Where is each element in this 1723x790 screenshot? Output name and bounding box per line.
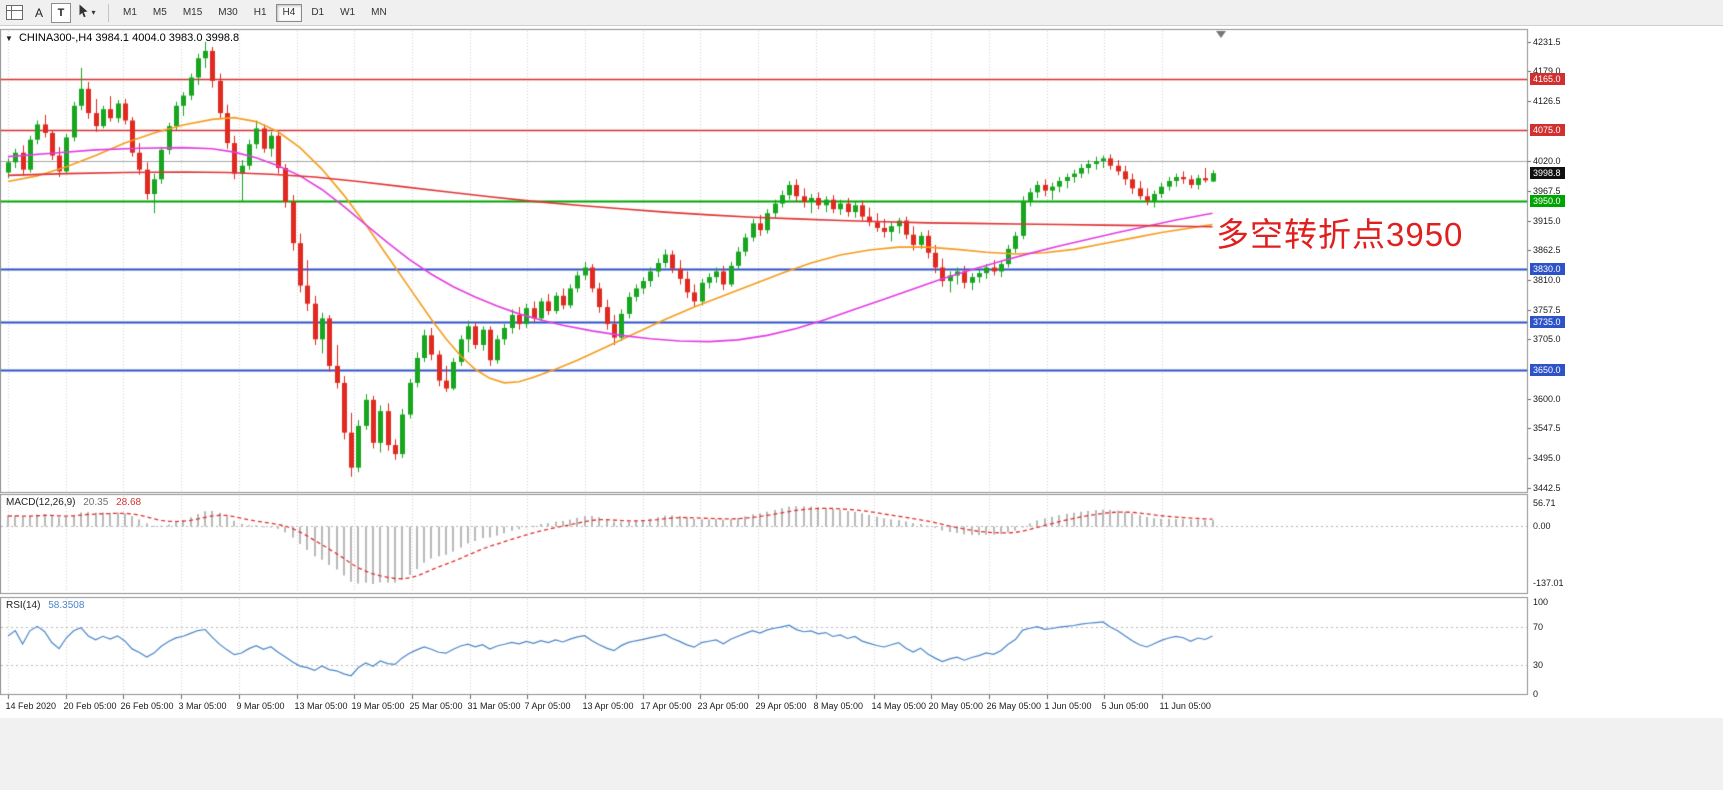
price-axis-tick: 3757.5 — [1533, 305, 1561, 315]
date-axis-label: 25 Mar 05:00 — [409, 701, 463, 711]
text-tool-button[interactable]: T — [51, 2, 71, 23]
date-axis-label: 1 Jun 05:00 — [1044, 701, 1092, 711]
price-axis-tick: 3915.0 — [1533, 216, 1561, 226]
price-level-badge: 3998.8 — [1530, 167, 1565, 179]
macd-axis-tick: -137.01 — [1533, 578, 1564, 588]
macd-axis-tick: 0.00 — [1533, 521, 1551, 531]
price-level-badge: 4075.0 — [1530, 124, 1565, 136]
rsi-name: RSI(14) — [6, 600, 41, 611]
price-level-badge: 4165.0 — [1530, 73, 1565, 85]
date-axis-label: 20 May 05:00 — [928, 701, 984, 711]
price-axis-tick: 3705.0 — [1533, 334, 1561, 344]
timeframe-m1[interactable]: M1 — [116, 4, 144, 22]
timeframe-h1[interactable]: H1 — [247, 4, 274, 22]
cursor-tool-button[interactable]: ▾ — [73, 2, 101, 24]
date-axis-label: 11 Jun 05:00 — [1159, 701, 1211, 711]
rsi-indicator-label: RSI(14) 58.3508 — [6, 600, 84, 611]
rsi-axis-tick: 100 — [1533, 597, 1549, 607]
price-level-badge: 3830.0 — [1530, 263, 1565, 275]
date-axis-label: 31 Mar 05:00 — [467, 701, 521, 711]
date-axis-label: 8 May 05:00 — [813, 701, 864, 711]
date-axis-label: 14 May 05:00 — [871, 701, 927, 711]
date-axis-label: 13 Apr 05:00 — [582, 701, 634, 711]
price-axis-tick: 4179.0 — [1533, 66, 1561, 76]
price-axis-tick: 3495.0 — [1533, 453, 1561, 463]
price-axis-tick: 3810.0 — [1533, 275, 1561, 285]
annotation-text: 多空转折点3950 — [1216, 216, 1464, 253]
macd-axis-tick: 56.71 — [1533, 498, 1556, 508]
date-axis-label: 17 Apr 05:00 — [640, 701, 692, 711]
date-axis-label: 5 Jun 05:00 — [1101, 701, 1149, 711]
cursor-icon — [78, 4, 89, 21]
date-axis-label: 29 Apr 05:00 — [755, 701, 807, 711]
timeframe-m30[interactable]: M30 — [211, 4, 244, 22]
date-axis-label: 23 Apr 05:00 — [697, 701, 749, 711]
timeframe-m5[interactable]: M5 — [146, 4, 174, 22]
chart-info-line: ▼ CHINA300-,H4 3984.1 4004.0 3983.0 3998… — [5, 32, 239, 44]
toolbar: A T ▾ M1 M5 M15 M30 H1 H4 D1 W1 MN — [0, 0, 1723, 26]
rsi-axis-tick: 70 — [1533, 622, 1544, 632]
date-axis-label: 13 Mar 05:00 — [294, 701, 348, 711]
panel-separator-rsi[interactable] — [0, 592, 1723, 597]
price-axis-tick: 4126.5 — [1533, 96, 1561, 106]
price-axis-tick: 4020.0 — [1533, 156, 1561, 166]
timeframe-w1[interactable]: W1 — [333, 4, 362, 22]
text-label-tool-button[interactable]: A — [29, 3, 49, 23]
macd-name: MACD(12,26,9) — [6, 497, 76, 508]
price-axis-tick: 3600.0 — [1533, 394, 1561, 404]
date-axis-label: 26 May 05:00 — [986, 701, 1042, 711]
price-axis-tick: 4231.5 — [1533, 37, 1561, 47]
price-axis-tick: 3547.5 — [1533, 423, 1561, 433]
rsi-value: 58.3508 — [48, 600, 85, 611]
date-axis-label: 19 Mar 05:00 — [351, 701, 405, 711]
timeframe-h4[interactable]: H4 — [275, 3, 303, 22]
price-axis-tick: 3967.5 — [1533, 186, 1561, 196]
price-level-badge: 3950.0 — [1530, 195, 1565, 207]
price-axis-tick: 3862.5 — [1533, 245, 1561, 255]
date-axis-label: 20 Feb 05:00 — [63, 701, 117, 711]
timeframe-m15[interactable]: M15 — [176, 4, 209, 22]
timeframe-d1[interactable]: D1 — [304, 4, 331, 22]
toolbar-separator — [108, 3, 109, 22]
collapse-triangle-icon[interactable]: ▼ — [5, 34, 13, 43]
macd-indicator-label: MACD(12,26,9) 20.35 28.68 — [6, 497, 141, 508]
price-level-badge: 3650.0 — [1530, 364, 1565, 376]
symbol-label: CHINA300-,H4 — [18, 32, 93, 44]
date-axis-label: 26 Feb 05:00 — [120, 701, 174, 711]
price-level-badge: 3735.0 — [1530, 316, 1565, 328]
price-axis-tick: 3442.5 — [1533, 483, 1561, 493]
rsi-axis-tick: 30 — [1533, 660, 1544, 670]
rsi-axis-tick: 0 — [1533, 689, 1539, 699]
chart-grid-icon[interactable] — [6, 5, 23, 20]
date-axis-label: 3 Mar 05:00 — [178, 701, 227, 711]
date-axis-label: 14 Feb 2020 — [5, 701, 57, 711]
panel-separator-macd[interactable] — [0, 491, 1723, 496]
macd-signal-value: 28.68 — [116, 497, 142, 508]
date-axis-label: 7 Apr 05:00 — [524, 701, 571, 711]
timeframe-group: M1 M5 M15 M30 H1 H4 D1 W1 MN — [115, 3, 395, 22]
timeframe-mn[interactable]: MN — [364, 4, 394, 22]
ohlc-values: 3984.1 4004.0 3983.0 3998.8 — [95, 32, 240, 44]
chevron-down-icon: ▾ — [91, 8, 96, 17]
date-axis-label: 9 Mar 05:00 — [236, 701, 285, 711]
macd-value: 20.35 — [83, 497, 109, 508]
